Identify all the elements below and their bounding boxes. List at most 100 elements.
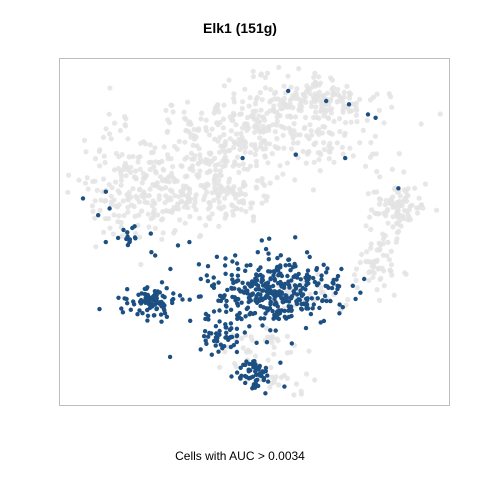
active-cell-point [238, 365, 243, 370]
active-cell-point [235, 303, 241, 308]
active-cell-point [247, 312, 252, 317]
inactive-cell-point [152, 159, 159, 165]
inactive-cell-point [147, 166, 153, 173]
inactive-cell-point [291, 121, 297, 127]
inactive-cell-point [243, 208, 249, 215]
inactive-cell-point [111, 212, 117, 218]
active-cell-point [235, 273, 241, 278]
active-cell-point [204, 341, 209, 346]
inactive-cell-point [344, 83, 350, 89]
active-cell-point [299, 301, 304, 307]
inactive-cell-point [241, 179, 247, 185]
inactive-cell-point [350, 153, 356, 159]
active-cell-point [243, 362, 248, 368]
plot-frame [59, 58, 450, 406]
inactive-cell-point [273, 374, 279, 380]
inactive-cell-point [391, 292, 397, 298]
inactive-cell-point [193, 207, 199, 213]
inactive-cell-point [115, 165, 122, 172]
active-cell-point [236, 278, 241, 283]
inactive-cell-point [433, 207, 440, 213]
inactive-cell-point [110, 231, 116, 237]
inactive-cell-point [101, 229, 107, 235]
inactive-cell-point [420, 205, 426, 211]
inactive-cell-point [174, 146, 180, 152]
inactive-cell-point [347, 145, 353, 151]
active-cell-point [311, 302, 316, 307]
inactive-cell-point [213, 173, 219, 179]
active-cell-point [236, 296, 241, 302]
inactive-cell-point [198, 159, 205, 165]
inactive-cell-point [221, 83, 227, 89]
inactive-cell-point [334, 140, 340, 146]
inactive-cell-point [259, 180, 265, 186]
inactive-cell-point [327, 149, 333, 155]
active-cell-point [324, 298, 329, 304]
inactive-cell-point [272, 129, 278, 135]
active-cell-point [213, 335, 219, 340]
inactive-cell-point [197, 152, 203, 158]
inactive-cell-point [390, 204, 397, 210]
inactive-cell-point [262, 74, 268, 81]
inactive-cell-point [227, 136, 233, 142]
inactive-cell-point [341, 89, 347, 95]
active-cell-point [153, 253, 158, 258]
inactive-cell-point [369, 263, 375, 269]
active-cell-point [125, 230, 130, 235]
inactive-cell-point [220, 146, 226, 152]
inactive-cell-point [125, 136, 131, 142]
active-cell-point [228, 307, 234, 312]
inactive-cell-point [385, 220, 391, 226]
active-cell-point [265, 373, 270, 378]
active-cell-point [234, 370, 240, 375]
inactive-cell-point [113, 179, 119, 185]
active-cell-point [286, 88, 291, 94]
inactive-cell-point [139, 180, 145, 186]
active-cell-point [260, 274, 265, 279]
inactive-cell-point [274, 136, 280, 142]
active-cell-point [198, 276, 203, 282]
inactive-cell-point [372, 133, 378, 139]
active-cell-point [396, 186, 401, 191]
active-cell-point [334, 277, 339, 282]
active-cell-point [346, 102, 352, 107]
active-cell-point [312, 279, 318, 285]
inactive-cell-point [216, 223, 222, 229]
inactive-cell-point [116, 190, 123, 196]
active-cell-point [223, 335, 228, 340]
inactive-cell-point [308, 128, 314, 134]
active-cell-point [335, 286, 340, 292]
inactive-cell-point [112, 120, 118, 126]
active-cell-point [293, 235, 298, 240]
inactive-cell-point [229, 202, 235, 208]
inactive-cell-point [199, 110, 205, 116]
inactive-cell-point [221, 132, 227, 138]
inactive-cell-point [363, 163, 369, 169]
active-cell-point [236, 287, 242, 292]
inactive-cell-point [335, 91, 341, 97]
inactive-cell-point [287, 127, 293, 133]
inactive-cell-point [268, 86, 274, 93]
inactive-cell-point [142, 175, 148, 181]
inactive-cell-point [265, 160, 271, 166]
inactive-cell-point [209, 126, 215, 132]
active-cell-point [268, 301, 273, 307]
inactive-cell-point [376, 240, 382, 246]
active-cell-point [293, 152, 298, 157]
inactive-cell-point [316, 92, 322, 98]
inactive-cell-point [310, 187, 316, 193]
active-cell-point [298, 291, 303, 296]
active-cell-point [243, 314, 248, 319]
inactive-cell-point [237, 186, 243, 193]
inactive-cell-point [316, 115, 322, 121]
active-cell-point [240, 155, 245, 161]
inactive-cell-point [269, 151, 275, 157]
active-cell-point [168, 266, 173, 272]
inactive-cell-point [239, 335, 245, 342]
active-cell-point [204, 273, 209, 278]
inactive-cell-point [401, 187, 408, 193]
inactive-cell-point [386, 257, 392, 263]
active-cell-point [131, 299, 136, 304]
inactive-cell-point [126, 154, 132, 160]
inactive-cell-point [247, 150, 254, 156]
